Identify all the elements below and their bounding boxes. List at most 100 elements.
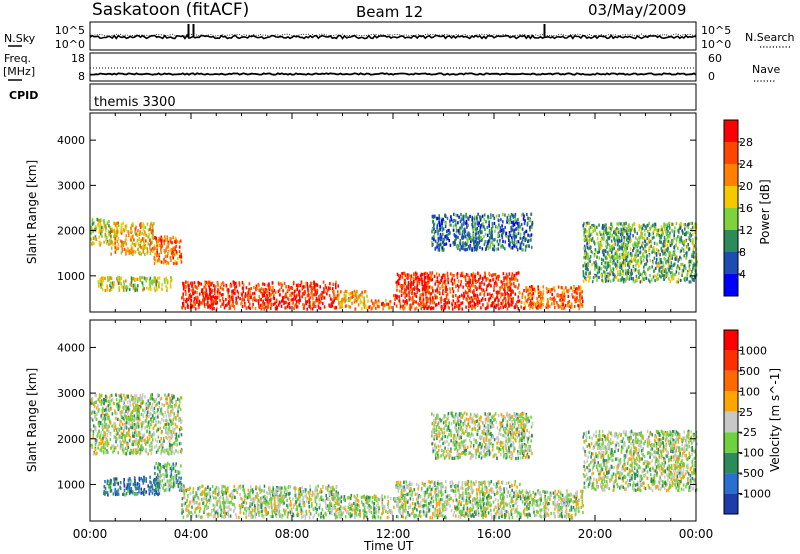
heatmap-cell — [220, 304, 222, 308]
heatmap-cell — [167, 250, 170, 255]
heatmap-cell — [170, 436, 173, 440]
heatmap-cell — [422, 291, 424, 295]
heatmap-cell — [221, 287, 223, 291]
heatmap-cell — [591, 238, 593, 242]
heatmap-cell — [474, 306, 477, 310]
heatmap-cell — [447, 232, 450, 236]
heatmap-cell — [504, 213, 506, 217]
heatmap-cell — [203, 297, 205, 301]
heatmap-cell — [337, 290, 340, 294]
heatmap-cell — [453, 278, 456, 282]
heatmap-cell — [444, 224, 447, 228]
heatmap-cell — [407, 283, 410, 287]
heatmap-cell — [595, 265, 598, 269]
heatmap-cell — [634, 253, 637, 257]
heatmap-cell — [630, 252, 632, 256]
heatmap-cell — [354, 290, 357, 295]
heatmap-cell — [463, 231, 466, 235]
heatmap-cell — [133, 400, 136, 404]
heatmap-cell — [90, 401, 92, 405]
heatmap-cell — [680, 239, 683, 243]
heatmap-cell — [422, 286, 425, 290]
heatmap-cell — [417, 288, 419, 292]
heatmap-cell — [241, 281, 244, 285]
heatmap-cell — [249, 290, 251, 294]
heatmap-cell — [119, 394, 122, 398]
heatmap-cell — [148, 426, 151, 430]
heatmap-cell — [625, 259, 628, 263]
heatmap-cell — [622, 250, 624, 254]
heatmap-cell — [156, 402, 158, 406]
heatmap-cell — [679, 226, 681, 230]
heatmap-cell — [468, 283, 470, 287]
heatmap-cell — [644, 244, 646, 248]
heatmap-cell — [208, 285, 211, 289]
heatmap-cell — [192, 292, 194, 296]
heatmap-cell — [145, 277, 147, 281]
heatmap-cell — [132, 221, 134, 226]
heatmap-cell — [650, 240, 652, 244]
heatmap-cell — [139, 447, 141, 451]
heatmap-cell — [251, 305, 254, 309]
heatmap-cell — [529, 292, 531, 296]
heatmap-cell — [332, 300, 334, 304]
heatmap-cell — [651, 265, 653, 269]
heatmap-cell — [143, 287, 145, 291]
heatmap-cell — [446, 234, 448, 238]
heatmap-cell — [638, 269, 640, 273]
heatmap-cell — [497, 233, 499, 238]
heatmap-cell — [676, 266, 678, 270]
heatmap-cell — [620, 222, 622, 226]
heatmap-cell — [117, 221, 119, 225]
heatmap-cell — [394, 297, 396, 301]
heatmap-cell — [131, 426, 134, 430]
heatmap-cell — [623, 244, 626, 248]
heatmap-cell — [677, 259, 679, 263]
heatmap-cell — [615, 228, 617, 232]
heatmap-cell — [664, 243, 667, 247]
heatmap-cell — [326, 292, 328, 296]
heatmap-cell — [447, 236, 449, 241]
heatmap-cell — [180, 252, 183, 256]
heatmap-cell — [137, 229, 139, 233]
heatmap-cell — [651, 250, 653, 254]
heatmap-cell — [217, 287, 219, 291]
heatmap-cell — [477, 212, 479, 216]
heatmap-cell — [669, 279, 671, 283]
heatmap-cell — [174, 248, 176, 252]
heatmap-cell — [514, 277, 516, 281]
heatmap-cell — [645, 276, 648, 280]
heatmap-cell — [336, 296, 338, 300]
heatmap-cell — [101, 409, 104, 413]
heatmap-cell — [600, 273, 603, 277]
heatmap-cell — [475, 246, 478, 250]
heatmap-cell — [207, 296, 210, 300]
heatmap-cell — [338, 302, 340, 306]
heatmap-cell — [91, 396, 94, 400]
heatmap-cell — [416, 290, 418, 294]
heatmap-cell — [415, 277, 417, 281]
y-tick-label: 3000 — [57, 179, 85, 192]
heatmap-cell — [523, 306, 526, 310]
heatmap-cell — [585, 264, 587, 268]
heatmap-cell — [451, 277, 453, 281]
heatmap-cell — [474, 245, 476, 249]
heatmap-cell — [133, 243, 136, 247]
heatmap-cell — [118, 428, 121, 432]
heatmap-cell — [309, 296, 312, 300]
heatmap-cell — [476, 220, 479, 224]
heatmap-cell — [661, 231, 663, 235]
heatmap-cell — [625, 246, 627, 250]
heatmap-cell — [528, 296, 530, 300]
heatmap-cell — [400, 289, 403, 294]
heatmap-cell — [402, 305, 404, 309]
heatmap-cell — [404, 300, 407, 304]
heatmap-cell — [103, 400, 105, 404]
heatmap-cell — [162, 445, 164, 449]
heatmap-cell — [386, 302, 389, 306]
heatmap-cell — [150, 222, 152, 226]
heatmap-cell — [635, 263, 637, 267]
heatmap-cell — [457, 229, 460, 233]
heatmap-cell — [490, 284, 492, 288]
heatmap-cell — [583, 230, 586, 234]
